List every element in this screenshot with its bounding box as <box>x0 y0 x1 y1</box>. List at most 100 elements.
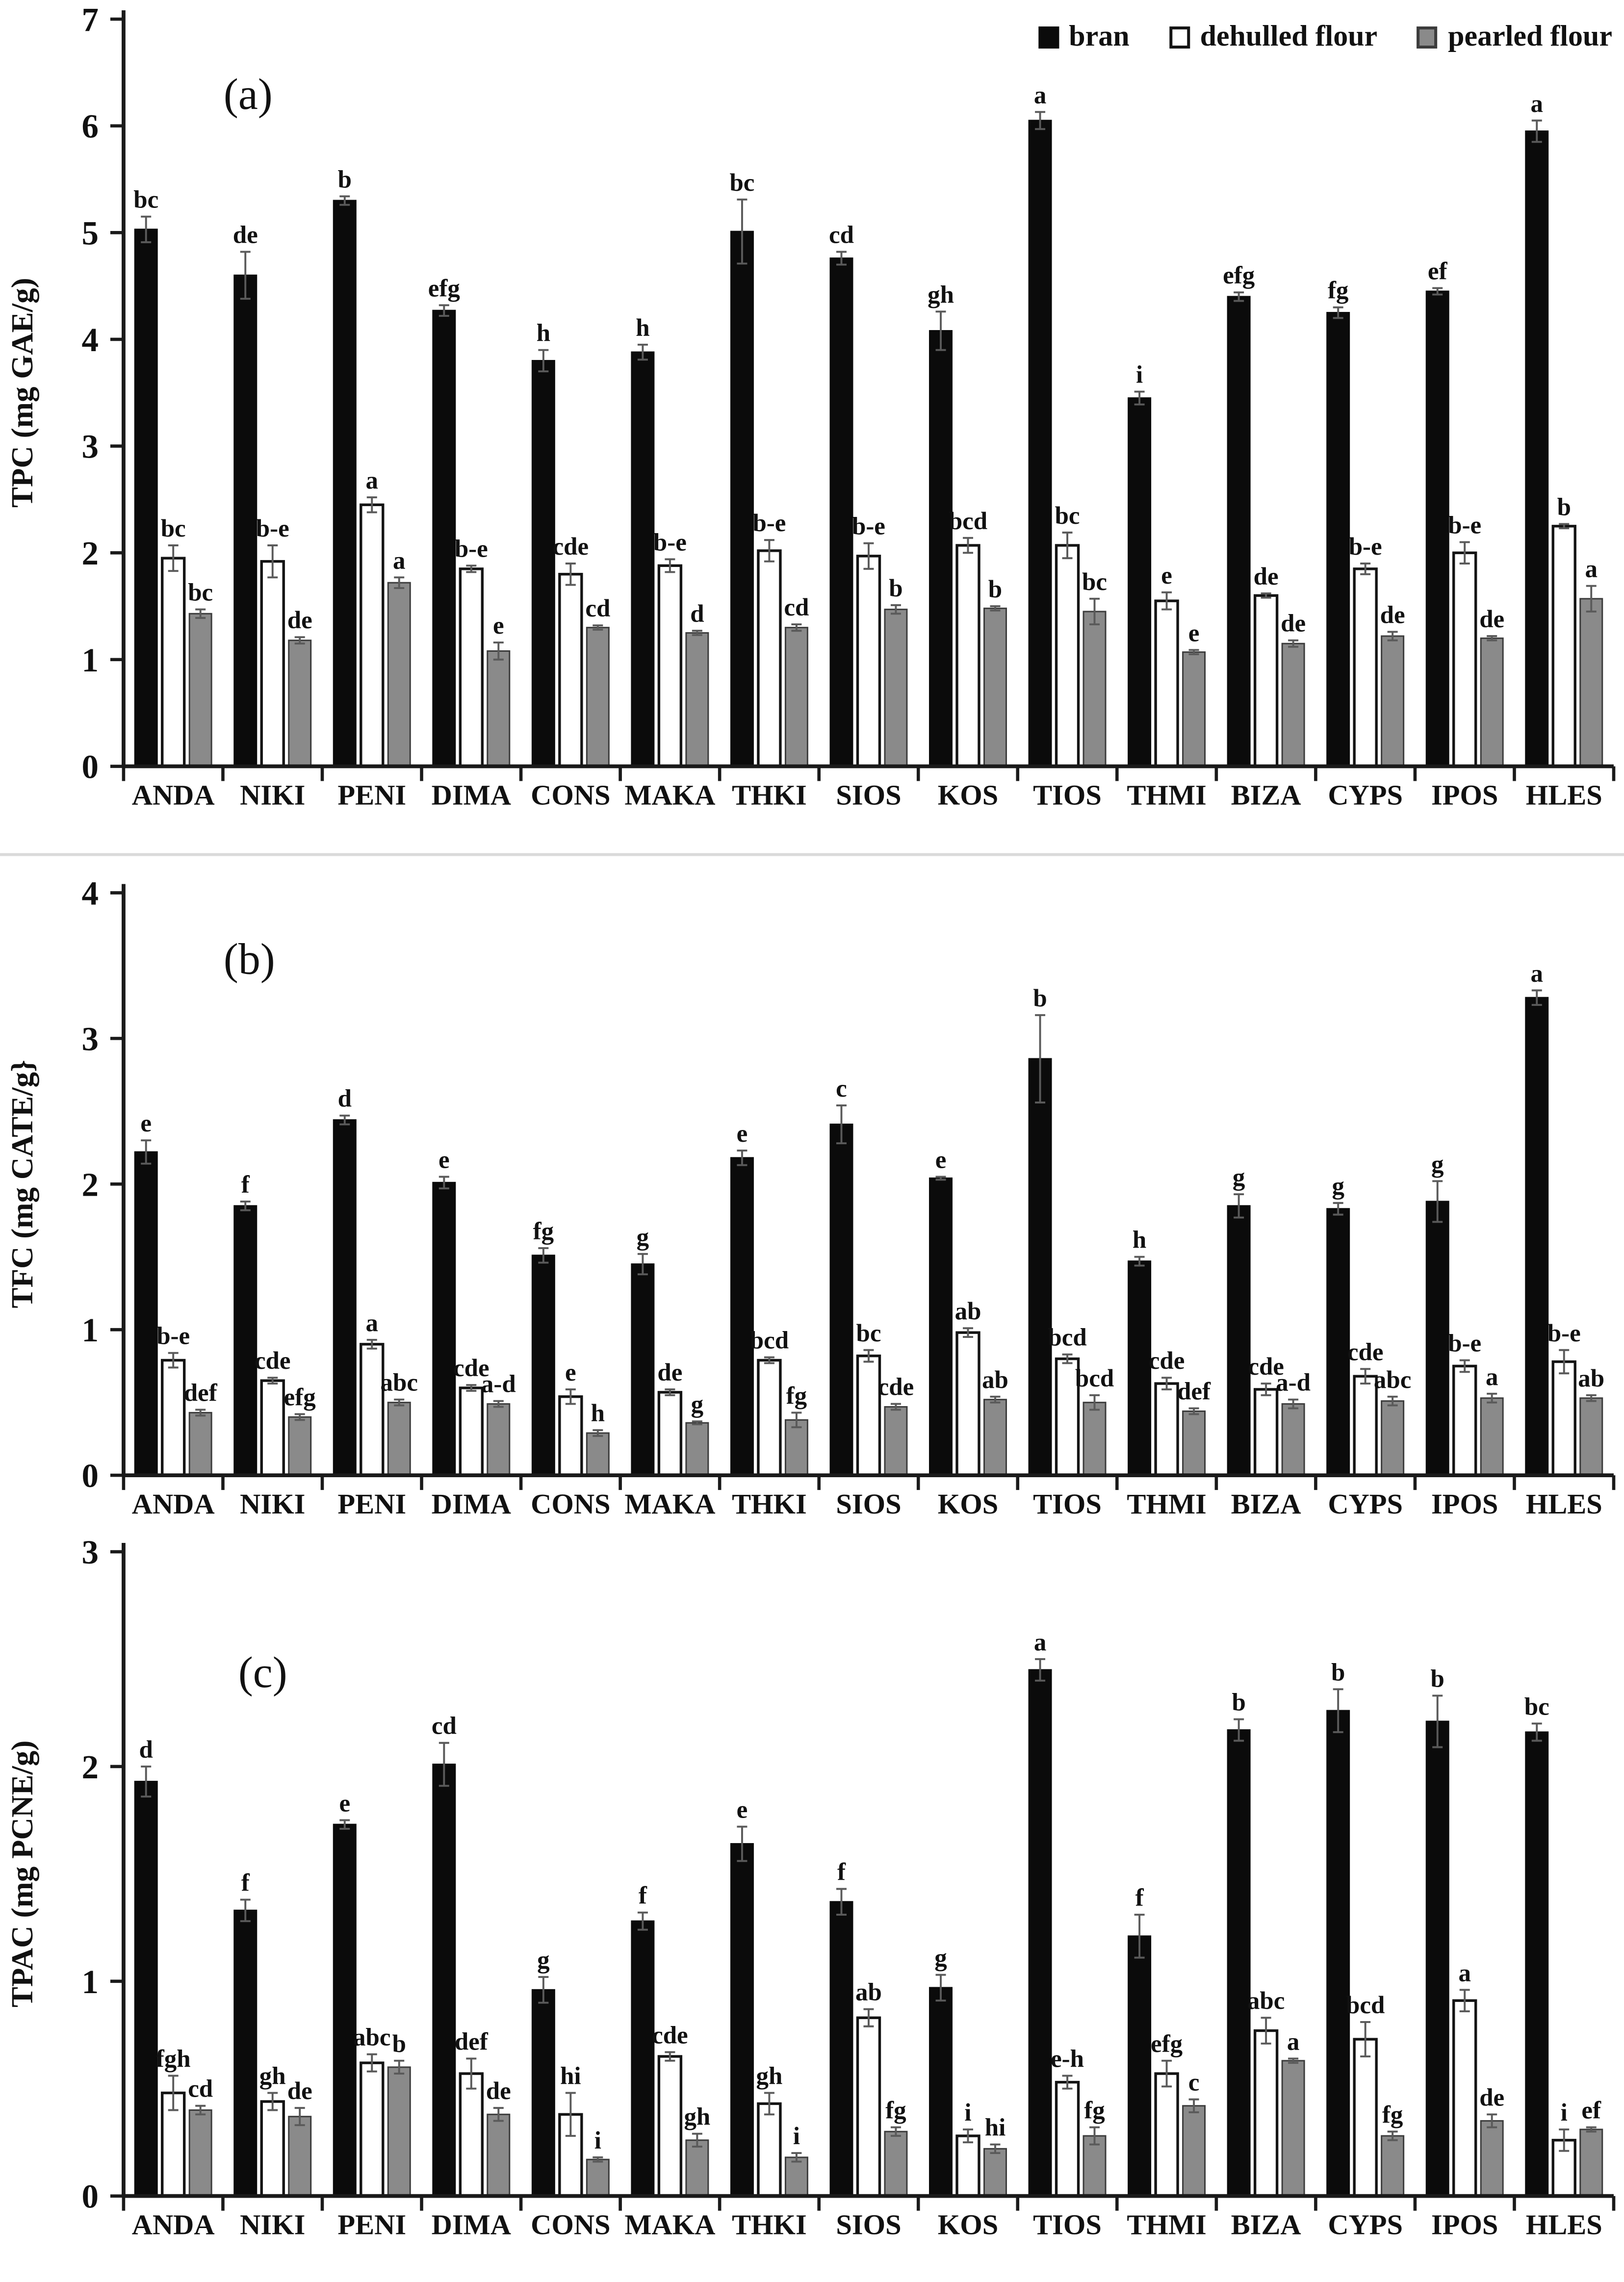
sig-letter: b <box>1557 493 1571 521</box>
y-tick-label: 4 <box>81 321 98 359</box>
category-label-SIOS: SIOS <box>836 2209 901 2241</box>
legend-label-pearled-flour: pearled flour <box>1448 20 1613 53</box>
category-label-ANDA: ANDA <box>132 1488 215 1520</box>
sig-letter: efg <box>1151 2030 1183 2058</box>
category-label-NIKI: NIKI <box>240 1488 305 1520</box>
pearled-flour-swatch-icon <box>1417 26 1438 49</box>
sig-letter: cde <box>878 1374 914 1401</box>
sig-letter: b <box>392 2030 406 2058</box>
sig-letter: h <box>636 314 649 342</box>
sig-letter: cd <box>784 594 809 621</box>
sig-letter: bcd <box>1075 1365 1114 1392</box>
bar-bran-ANDA <box>134 1781 158 2197</box>
sig-letter: b-e <box>1547 1320 1581 1347</box>
sig-letter: i <box>793 2123 800 2150</box>
bar-pearled-flour-CONS <box>586 2158 610 2197</box>
sig-letter: gh <box>756 2062 783 2090</box>
sig-letter: g <box>537 1947 549 1974</box>
sig-letter: fg <box>533 1218 554 1245</box>
category-label-KOS: KOS <box>938 779 998 811</box>
bar-bran-THMI <box>1128 1260 1152 1476</box>
bar-bran-NIKI <box>233 1909 258 2197</box>
category-label-CYPS: CYPS <box>1328 779 1403 811</box>
sig-letter: a <box>1486 1363 1498 1391</box>
category-label-PENI: PENI <box>337 2209 406 2241</box>
category-label-HLES: HLES <box>1526 1488 1602 1520</box>
category-label-MAKA: MAKA <box>624 2209 715 2241</box>
sig-letter: def <box>1177 1378 1211 1406</box>
bar-bran-IPOS <box>1425 1720 1449 2197</box>
bar-pearled-flour-BIZA <box>1281 642 1305 768</box>
sig-letter: g <box>934 1945 947 1972</box>
sig-letter: b-e <box>256 515 289 542</box>
y-tick-label: 6 <box>81 108 98 145</box>
sig-letter: bc <box>1524 1693 1549 1720</box>
sig-letter: fg <box>1084 2097 1105 2125</box>
bar-dehulled-flour-DIMA <box>459 567 484 768</box>
bar-bran-CYPS <box>1326 312 1350 768</box>
bar-dehulled-flour-NIKI <box>260 1379 285 1477</box>
bar-pearled-flour-THMI <box>1182 651 1206 768</box>
y-tick-label: 0 <box>81 2178 98 2215</box>
bar-dehulled-flour-THMI <box>1154 2072 1179 2198</box>
bar-dehulled-flour-PENI <box>360 503 385 768</box>
sig-letter: f <box>1135 1884 1144 1912</box>
sig-letter: e <box>737 1796 748 1824</box>
bar-dehulled-flour-SIOS <box>856 555 881 768</box>
sig-letter: b-e <box>1448 1330 1481 1358</box>
sig-letter: a <box>393 547 405 574</box>
sig-letter: bcd <box>949 508 987 535</box>
bar-pearled-flour-HLES <box>1579 598 1603 768</box>
bar-dehulled-flour-KOS <box>955 1331 980 1477</box>
bar-bran-THKI <box>730 1843 754 2197</box>
bar-dehulled-flour-KOS <box>955 544 980 768</box>
sig-letter: de <box>233 221 258 249</box>
bar-bran-SIOS <box>829 1124 853 1476</box>
bar-dehulled-flour-CYPS <box>1353 567 1378 768</box>
sig-letter: g <box>1332 1173 1344 1200</box>
category-label-CYPS: CYPS <box>1328 1488 1403 1520</box>
sig-letter: bc <box>729 169 754 197</box>
sig-letter: fg <box>786 1382 807 1410</box>
sig-letter: bc <box>188 579 213 607</box>
sig-letter: a <box>1531 960 1543 987</box>
panel-c: 0 1 2 3 d f e cd g f e f g a f b b b bc fgh gh abc def hi cde gh a… <box>0 1540 1624 2282</box>
category-label-NIKI: NIKI <box>240 779 305 811</box>
legend-label-bran: bran <box>1069 20 1130 53</box>
sig-letter: bcd <box>1346 1992 1385 2019</box>
category-label-TIOS: TIOS <box>1033 779 1102 811</box>
legend-item-dehulled-flour: dehulled flour <box>1169 21 1377 54</box>
bar-bran-ANDA <box>134 1151 158 1476</box>
bar-bran-HLES <box>1525 130 1549 768</box>
sig-letter: efg <box>428 275 460 302</box>
bar-dehulled-flour-THMI <box>1154 1382 1179 1477</box>
y-tick-label: 2 <box>81 1166 98 1203</box>
panel-tag: (c) <box>238 1648 287 1697</box>
bar-bran-CYPS <box>1326 1208 1350 1476</box>
sig-letter: bcd <box>750 1327 789 1355</box>
sig-letter: g <box>1233 1164 1245 1191</box>
y-axis-label: TPAC (mg PCNE/g) <box>5 1741 39 2007</box>
sig-letter: a <box>1531 90 1543 118</box>
sig-letter: ef <box>1581 2097 1601 2125</box>
bar-dehulled-flour-IPOS <box>1452 1999 1477 2198</box>
bar-pearled-flour-KOS <box>983 2148 1007 2197</box>
sig-letter: de <box>1479 606 1504 633</box>
bran-swatch-icon <box>1038 26 1059 49</box>
category-label-MAKA: MAKA <box>624 779 715 811</box>
bar-bran-KOS <box>929 330 953 768</box>
bar-pearled-flour-NIKI <box>288 1416 312 1476</box>
sig-letter: b-e <box>156 1323 190 1350</box>
bar-pearled-flour-TIOS <box>1083 2135 1107 2197</box>
bar-dehulled-flour-TIOS <box>1055 544 1080 768</box>
bar-bran-SIOS <box>829 257 853 768</box>
category-label-THMI: THMI <box>1127 2209 1206 2241</box>
sig-letter: abc <box>1247 1987 1285 2015</box>
category-label-KOS: KOS <box>938 1488 998 1520</box>
sig-letter: cd <box>585 595 610 622</box>
sig-letter: gh <box>259 2062 286 2090</box>
sig-letter: de <box>657 1359 682 1386</box>
bar-dehulled-flour-MAKA <box>657 564 683 768</box>
